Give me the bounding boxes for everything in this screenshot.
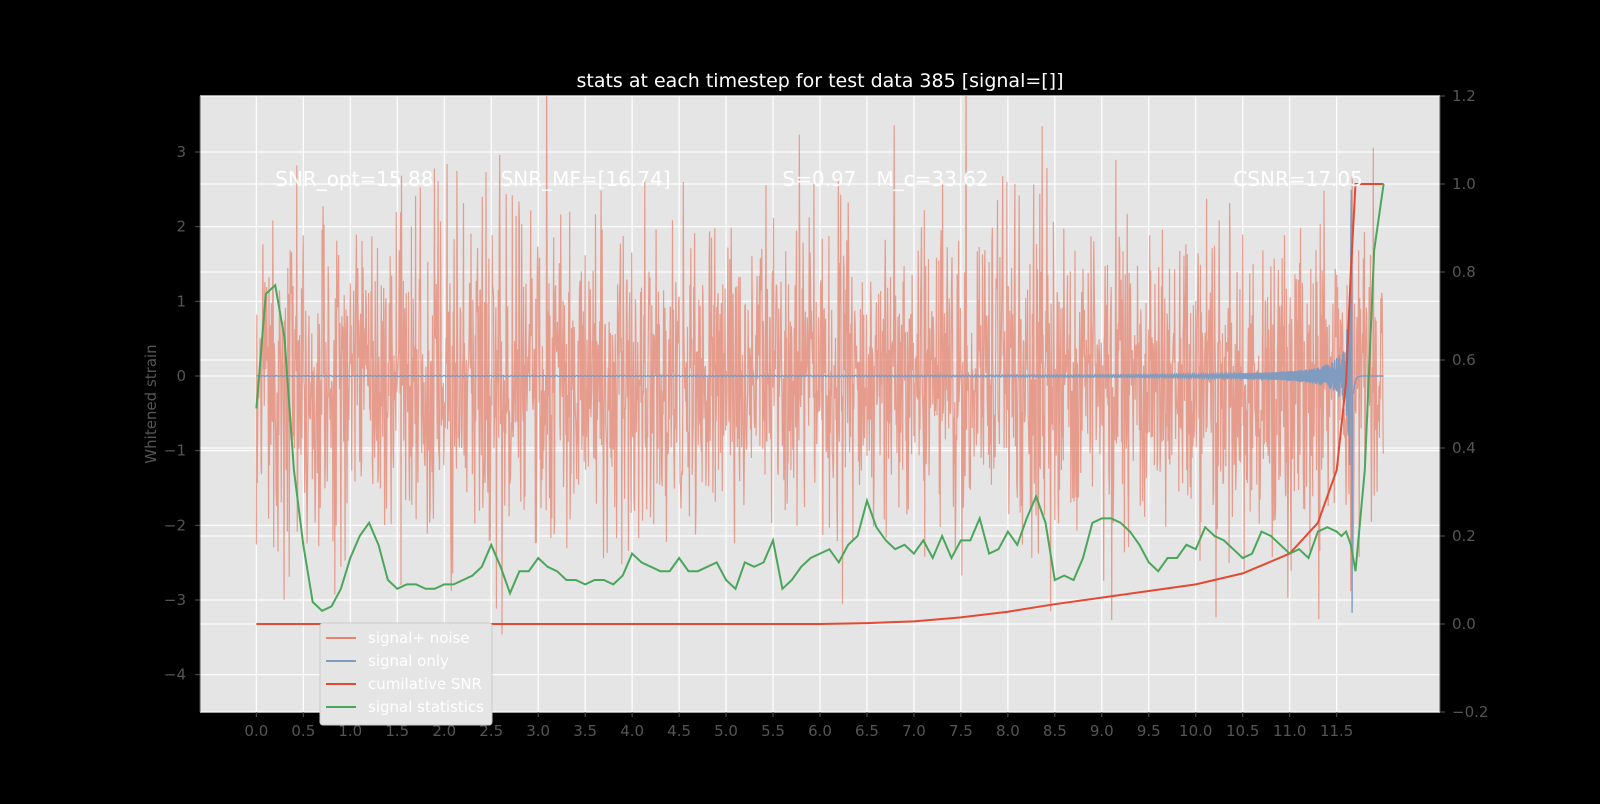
x-tick-label: 8.5: [1043, 722, 1067, 740]
x-tick-label: 0.0: [244, 722, 268, 740]
series-group: [255, 96, 1385, 635]
x-tick-label: 1.0: [338, 722, 362, 740]
y2-tick-label: 0.0: [1452, 615, 1476, 633]
legend-label: cumilative SNR: [368, 675, 482, 693]
y2-tick-label: 0.2: [1452, 527, 1476, 545]
legend-label: signal only: [368, 652, 449, 670]
series-line-signal-only: [256, 189, 1384, 613]
annotation-text: SNR_MF=[16.74]: [501, 167, 671, 191]
x-tick-label: 3.5: [573, 722, 597, 740]
y2-tick-label: 0.6: [1452, 351, 1476, 369]
y-tick-label: 1: [176, 292, 186, 310]
axes: 0.0 0.5 1.0 1.5 2.0 2.5 3.0 3.5 4.0 4.5 5.0 5.5 6.0 6…: [164, 87, 1489, 740]
y2-tick-label: 0.4: [1452, 439, 1476, 457]
x-tick-label: 5.5: [761, 722, 785, 740]
y-tick-label: 3: [176, 143, 186, 161]
chart-title: stats at each timestep for test data 385…: [576, 70, 1063, 92]
series-line-signal-noise: [255, 96, 1385, 635]
legend-label: signal statistics: [368, 698, 484, 716]
x-tick-label: 4.5: [667, 722, 691, 740]
x-tick-label: 5.0: [714, 722, 738, 740]
x-tick-label: 9.5: [1137, 722, 1161, 740]
x-tick-label: 2.5: [479, 722, 503, 740]
y-tick-label: −2: [164, 516, 186, 534]
x-tick-label: 3.0: [526, 722, 550, 740]
x-tick-label: 11.0: [1273, 722, 1306, 740]
y2-tick-label: 0.8: [1452, 263, 1476, 281]
plot-area: 0.0 0.5 1.0 1.5 2.0 2.5 3.0 3.5 4.0 4.5 5.0 5.5 6.0 6…: [164, 87, 1489, 740]
x-tick-label: 10.0: [1179, 722, 1212, 740]
y-tick-label: 0: [176, 367, 186, 385]
series-line-signal-statistics: [255, 183, 1385, 612]
legend-box: [319, 622, 493, 726]
y-tick-label: −4: [164, 666, 186, 684]
x-tick-label: 4.0: [620, 722, 644, 740]
x-tick-label: 8.0: [996, 722, 1020, 740]
x-tick-label: 0.5: [291, 722, 315, 740]
x-tick-label: 9.0: [1090, 722, 1114, 740]
legend-label: signal+ noise: [368, 629, 470, 647]
y2-tick-label: 1.2: [1452, 87, 1476, 105]
x-tick-label: 11.5: [1320, 722, 1353, 740]
x-tick-label: 7.0: [902, 722, 926, 740]
x-tick-label: 1.5: [385, 722, 409, 740]
y2-tick-label: −0.2: [1452, 703, 1488, 721]
y-axis-label: Whitened strain: [142, 344, 160, 463]
annotation-text: SNR_opt=15.88: [275, 167, 433, 191]
y-tick-label: −1: [164, 442, 186, 460]
annotation-text: CSNR=17.05: [1233, 167, 1363, 191]
x-tick-label: 2.0: [432, 722, 456, 740]
x-tick-label: 7.5: [949, 722, 973, 740]
annotation-text: M_c=33.62: [876, 167, 988, 191]
grid-lines: [200, 95, 1440, 713]
x-tick-label: 6.0: [808, 722, 832, 740]
x-tick-label: 6.5: [855, 722, 879, 740]
y-tick-label: −3: [164, 591, 186, 609]
y-tick-label: 2: [176, 218, 186, 236]
x-tick-label: 10.5: [1226, 722, 1259, 740]
series-line-cumilative-snr: [256, 183, 1384, 625]
legend: signal+ noise signal only cumilative SNR si…: [319, 622, 493, 726]
annotation-text: S=0.97: [782, 167, 856, 191]
y2-tick-label: 1.0: [1452, 175, 1476, 193]
